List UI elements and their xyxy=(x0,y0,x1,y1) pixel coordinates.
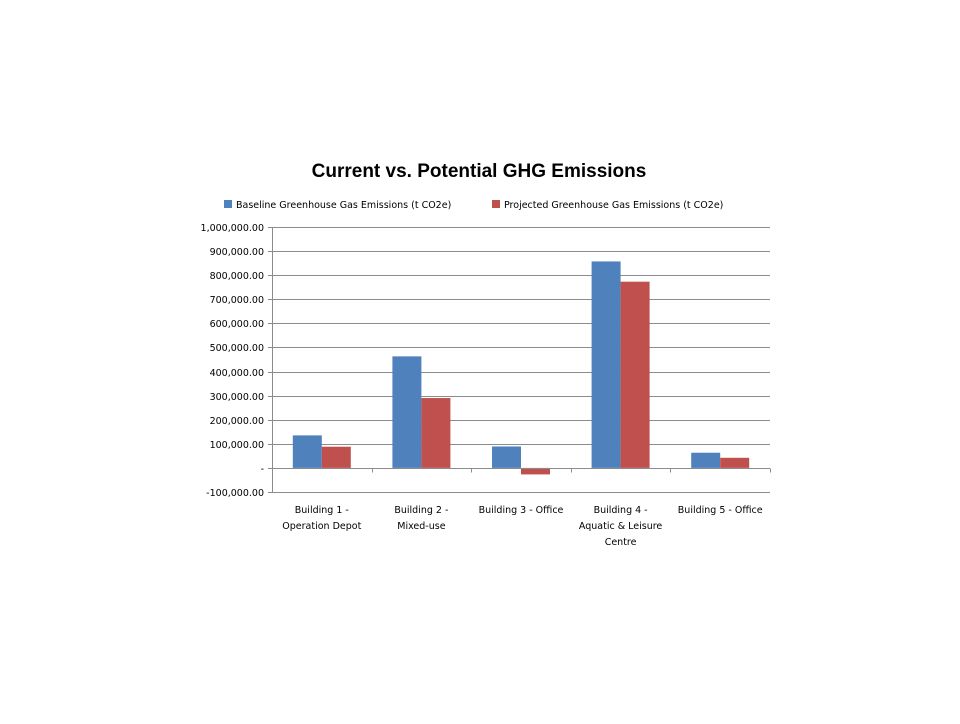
bar xyxy=(691,452,721,468)
bar xyxy=(591,261,621,468)
category-label-line: Mixed-use xyxy=(397,521,445,532)
bar xyxy=(321,446,351,468)
category-label-line: Building 2 - xyxy=(394,505,448,516)
category-label: Building 2 - Mixed-use xyxy=(394,505,448,532)
category-label-line: Aquatic & Leisure xyxy=(579,521,663,532)
category-label-line: Operation Depot xyxy=(282,521,361,532)
y-tick-label: - xyxy=(261,464,264,475)
legend-label: Baseline Greenhouse Gas Emissions (t CO2… xyxy=(236,200,451,211)
category-label-line: Building 3 - Office xyxy=(479,505,564,516)
bars xyxy=(292,261,750,475)
y-tick-label: 900,000.00 xyxy=(210,247,264,258)
bar xyxy=(492,446,521,468)
y-tick-label: 200,000.00 xyxy=(210,416,264,427)
bar xyxy=(421,398,451,468)
chart-title: Current vs. Potential GHG Emissions xyxy=(312,161,647,182)
y-tick-label: 400,000.00 xyxy=(210,368,264,379)
y-tick-label: 1,000,000.00 xyxy=(201,223,264,234)
y-axis: -100,000.00-100,000.00200,000.00300,000.… xyxy=(201,223,273,499)
bar xyxy=(620,281,650,468)
legend: Baseline Greenhouse Gas Emissions (t CO2… xyxy=(224,200,723,211)
category-label-line: Building 5 - Office xyxy=(678,505,763,516)
legend-label: Projected Greenhouse Gas Emissions (t CO… xyxy=(504,200,723,211)
category-label: Building 1 - Operation Depot xyxy=(282,505,361,532)
y-tick-label: 600,000.00 xyxy=(210,319,264,330)
category-label-line: Building 4 - xyxy=(594,505,648,516)
legend-swatch xyxy=(224,200,232,208)
category-label-line: Building 1 - xyxy=(295,505,349,516)
bar xyxy=(521,467,550,475)
y-tick-label: 800,000.00 xyxy=(210,271,264,282)
category-label: Building 5 - Office xyxy=(678,505,763,516)
category-label: Building 4 - Aquatic & Leisure Centre xyxy=(579,505,663,548)
y-tick-label: 700,000.00 xyxy=(210,295,264,306)
category-label: Building 3 - Office xyxy=(479,505,564,516)
y-tick-label: 500,000.00 xyxy=(210,343,264,354)
y-tick-label: 300,000.00 xyxy=(210,392,264,403)
legend-swatch xyxy=(492,200,500,208)
y-tick-label: -100,000.00 xyxy=(206,488,264,499)
x-axis: Building 1 - Operation Depot Building 2 - M… xyxy=(272,468,771,548)
bar xyxy=(720,457,750,468)
category-label-line: Centre xyxy=(605,537,637,548)
bar xyxy=(292,435,322,468)
y-tick-label: 100,000.00 xyxy=(210,440,264,451)
bar xyxy=(392,356,422,468)
